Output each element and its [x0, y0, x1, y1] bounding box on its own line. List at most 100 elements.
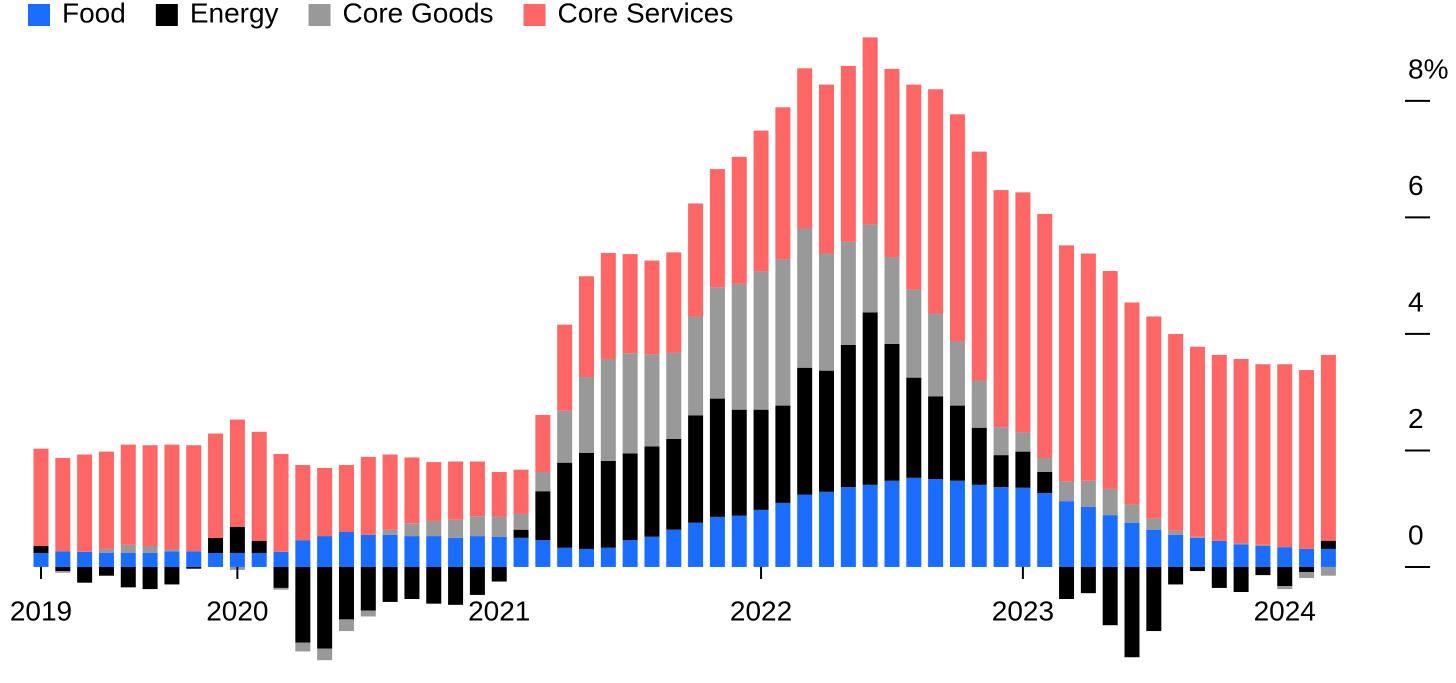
bar-segment	[55, 571, 71, 573]
bar-segment	[142, 445, 158, 546]
bar-segment	[949, 341, 965, 406]
bar-segment	[579, 452, 594, 549]
legend-swatch	[523, 4, 546, 26]
bar-segment	[120, 566, 136, 588]
bar-segment	[1168, 566, 1184, 585]
bar-segment	[338, 566, 354, 620]
bar-segment	[98, 548, 114, 553]
bar-segment	[862, 484, 878, 567]
bar-segment	[1146, 316, 1162, 519]
bar-segment	[404, 523, 420, 537]
bar-segment	[622, 254, 638, 354]
bar-segment	[448, 461, 464, 520]
bar-segment	[273, 453, 289, 552]
bar-segment	[142, 566, 158, 590]
bar-segment	[622, 453, 638, 541]
bar-segment	[840, 241, 856, 346]
bar-segment	[142, 545, 158, 553]
bar-segment	[819, 491, 835, 567]
bar-segment	[77, 454, 93, 552]
bar-segment	[55, 566, 71, 572]
bar-segment	[317, 467, 333, 537]
bar-segment	[906, 289, 922, 378]
bar-segment	[55, 551, 71, 567]
bar-segment	[142, 552, 158, 567]
bar-segment	[229, 526, 245, 553]
legend-swatch	[155, 4, 178, 26]
bar-segment	[448, 537, 464, 567]
bar-segment	[622, 353, 638, 454]
bar-segment	[928, 313, 944, 397]
bar-segment	[77, 566, 93, 583]
bar-segment	[819, 84, 835, 254]
bar-segment	[164, 566, 180, 585]
bar-segment	[557, 410, 573, 463]
bar-segment	[644, 536, 660, 567]
bar-segment	[1320, 566, 1336, 576]
bar-segment	[775, 259, 791, 406]
bar-segment	[164, 549, 180, 552]
bar-segment	[797, 228, 813, 368]
bar-segment	[120, 552, 136, 567]
bar-segment	[469, 516, 485, 537]
bar-segment	[535, 491, 551, 541]
bar-segment	[1059, 481, 1075, 502]
bar-segment	[862, 224, 878, 313]
bar-segment	[688, 415, 704, 523]
bar-segment	[666, 529, 682, 567]
bar-segment	[469, 536, 485, 567]
bar-segment	[600, 252, 616, 359]
bar-segment	[862, 312, 878, 485]
bar-segment	[753, 409, 769, 510]
x-tick-label: 2020	[206, 595, 268, 626]
bar-segment	[295, 540, 311, 567]
bar-segment	[251, 552, 267, 567]
bar-segment	[208, 552, 224, 567]
bar-segment	[775, 405, 791, 503]
bar-segment	[709, 398, 725, 517]
bar-segment	[1255, 545, 1271, 567]
bar-segment	[688, 522, 704, 567]
bar-segment	[797, 494, 813, 567]
bar-segment	[1124, 504, 1140, 523]
bar-segment	[33, 545, 49, 553]
bar-segment	[666, 352, 682, 439]
bar-segment	[491, 536, 507, 567]
bar-segment	[1277, 586, 1293, 590]
bar-segment	[1037, 472, 1053, 493]
bar-segment	[382, 529, 398, 535]
bar-segment	[731, 515, 747, 567]
bar-segment	[1146, 529, 1162, 567]
bar-segment	[1299, 566, 1315, 573]
bar-segment	[120, 444, 136, 545]
bar-segment	[862, 37, 878, 225]
bar-segment	[1102, 488, 1118, 516]
bar-segment	[491, 472, 507, 517]
bar-segment	[469, 461, 485, 517]
bar-segment	[1168, 333, 1184, 531]
bar-segment	[688, 203, 704, 317]
bar-segment	[1015, 192, 1031, 433]
bar-segment	[186, 551, 202, 567]
bar-segment	[949, 480, 965, 567]
bar-segment	[884, 343, 900, 481]
bar-segment	[513, 469, 529, 514]
bar-segment	[251, 431, 267, 541]
x-tick-label: 2023	[992, 595, 1054, 626]
bar-segment	[1037, 492, 1053, 567]
bar-segment	[1059, 501, 1075, 567]
bar-segment	[55, 458, 71, 552]
bar-segment	[1211, 566, 1227, 588]
bar-segment	[775, 107, 791, 260]
bar-segment	[338, 532, 354, 567]
bar-segment	[644, 446, 660, 537]
bar-segment	[360, 456, 376, 535]
bar-segment	[971, 380, 987, 428]
bar-segment	[164, 444, 180, 550]
bar-segment	[317, 648, 333, 661]
bar-segment	[1102, 566, 1118, 626]
bar-segment	[360, 610, 376, 617]
bar-segment	[884, 480, 900, 567]
bar-segment	[1080, 253, 1096, 481]
